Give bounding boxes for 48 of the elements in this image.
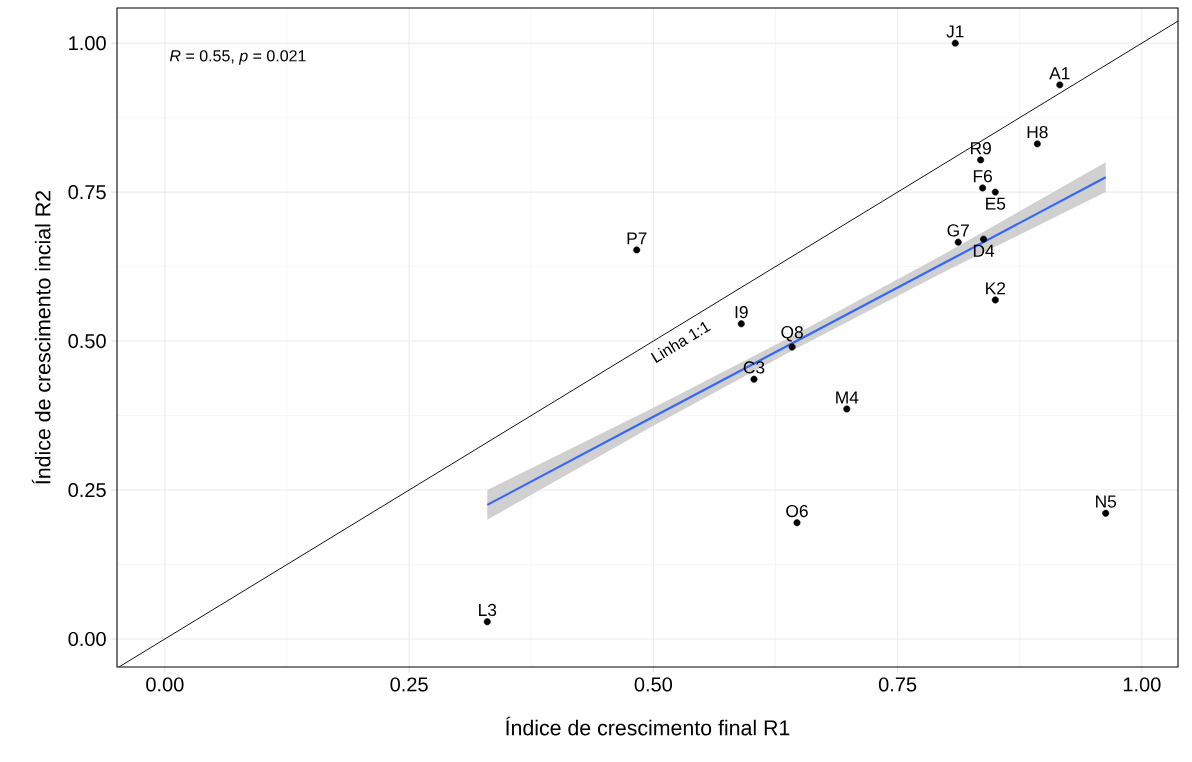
annotation: G7 (947, 224, 969, 237)
point (1102, 509, 1110, 517)
point (633, 246, 641, 254)
x-tick-label: 0.50 (634, 677, 673, 692)
x-tick-label: 1.00 (1123, 677, 1161, 692)
point (954, 238, 962, 246)
annotation: D4 (973, 244, 995, 257)
annotation: P7 (627, 232, 647, 245)
annotation: L3 (479, 603, 497, 617)
point (788, 343, 796, 351)
annotation: R = 0.55, p = 0.021 (169, 50, 306, 65)
point (737, 320, 745, 328)
point (750, 375, 758, 383)
point (979, 184, 987, 192)
annotation: J1 (946, 25, 964, 38)
x-axis-title: Índice de crescimento final R1 (506, 716, 790, 736)
annotation: M4 (836, 391, 859, 404)
y-tick-label: 0.75 (68, 185, 106, 200)
annotation: I9 (735, 305, 748, 319)
point (483, 618, 491, 626)
annotation: C3 (743, 361, 765, 374)
y-tick-label: 0.50 (68, 333, 106, 349)
annotation: Linha 1:1 (650, 321, 711, 363)
annotation: K2 (986, 282, 1006, 295)
point (991, 296, 999, 304)
point (951, 39, 959, 47)
y-tick-label: 0.00 (68, 631, 106, 647)
annotation: E5 (986, 197, 1006, 210)
point (793, 519, 801, 527)
y-tick-label: 0.25 (68, 482, 106, 498)
annotation: R9 (971, 142, 991, 155)
point (1033, 140, 1041, 148)
annotation: H8 (1027, 125, 1048, 139)
point (991, 188, 999, 196)
y-tick-label: 1.00 (69, 36, 106, 51)
point (980, 235, 988, 243)
annotation: N5 (1096, 495, 1117, 508)
point (1056, 81, 1064, 89)
point (977, 156, 985, 164)
annotation: A1 (1049, 67, 1070, 80)
y-axis-title: Índice de crescimento incial R2 (31, 191, 51, 484)
point (843, 405, 851, 413)
annotation: Q8 (781, 326, 803, 342)
x-tick-label: 0.75 (878, 677, 917, 692)
x-tick-label: 0.00 (146, 677, 184, 692)
annotation: O6 (786, 504, 808, 518)
annotation: F6 (973, 170, 992, 183)
x-tick-label: 0.25 (390, 677, 428, 692)
